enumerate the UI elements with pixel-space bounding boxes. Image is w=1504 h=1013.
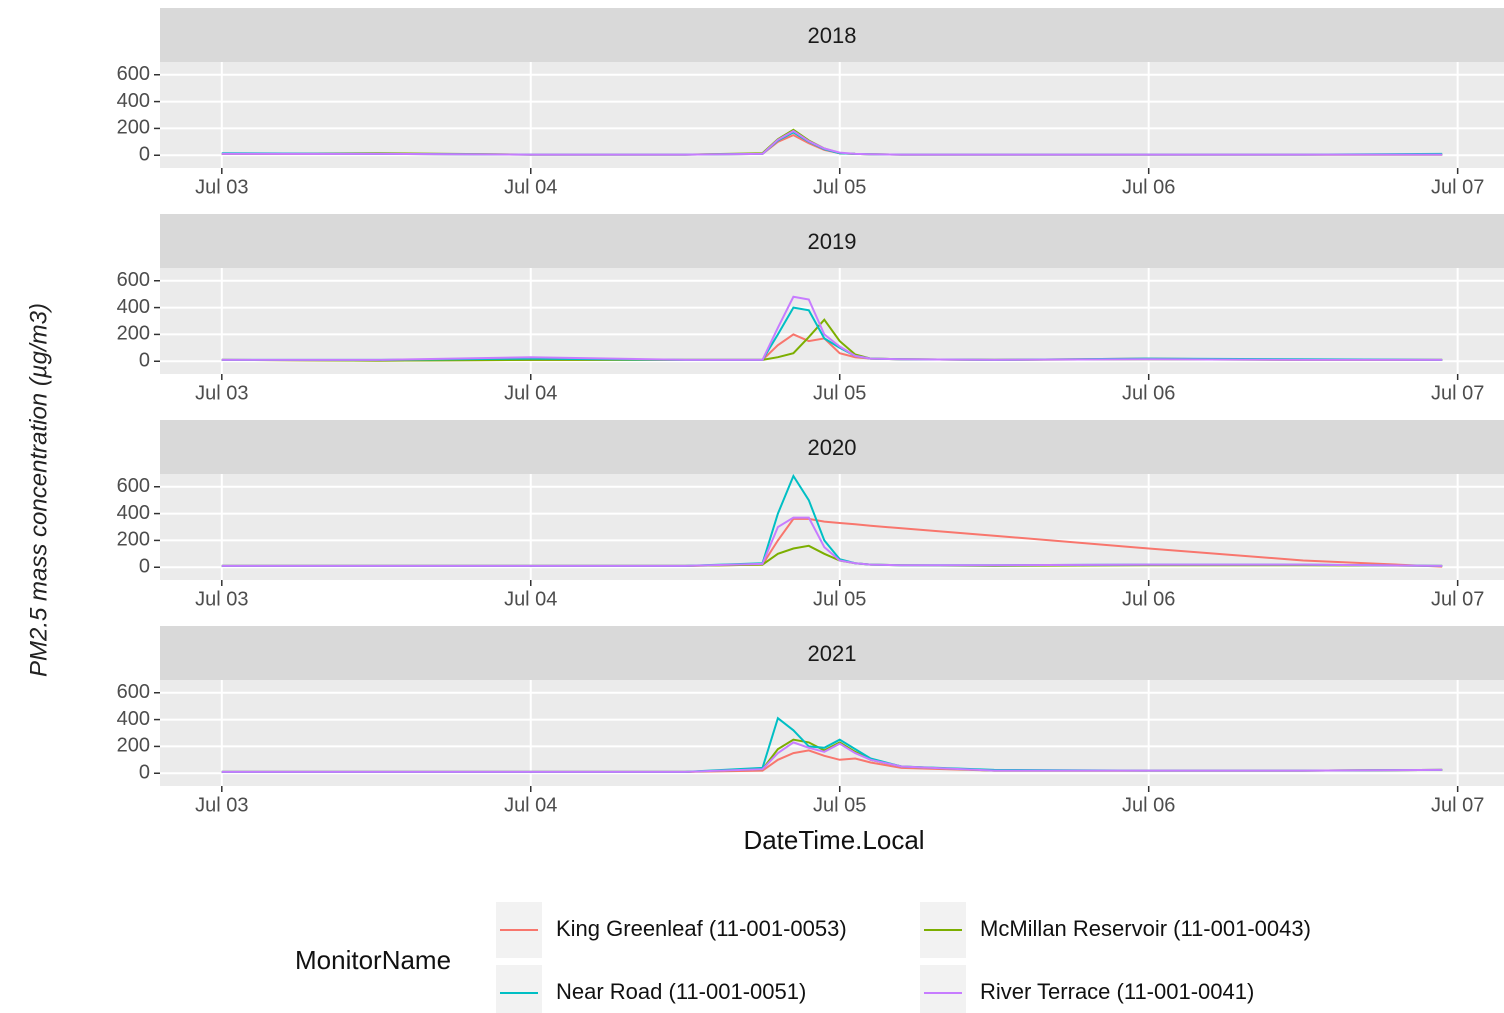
x-tick-label: Jul 07 <box>1431 176 1484 198</box>
facet-title: 2019 <box>808 229 857 254</box>
legend-key <box>920 965 966 1013</box>
x-axis-label: DateTime.Local <box>743 825 924 855</box>
panel-background <box>160 268 1504 374</box>
x-tick-label: Jul 07 <box>1431 794 1484 816</box>
legend-label: McMillan Reservoir (11-001-0043) <box>980 916 1311 941</box>
x-tick-label: Jul 07 <box>1431 382 1484 404</box>
y-tick-label: 400 <box>117 296 150 318</box>
y-tick-label: 0 <box>139 350 150 372</box>
x-tick-label: Jul 05 <box>813 176 866 198</box>
panel-background <box>160 474 1504 580</box>
x-tick-label: Jul 06 <box>1122 794 1175 816</box>
x-tick-label: Jul 04 <box>504 588 557 610</box>
y-tick-label: 600 <box>117 269 150 291</box>
x-tick-label: Jul 03 <box>195 382 248 404</box>
y-tick-label: 600 <box>117 475 150 497</box>
legend-label: River Terrace (11-001-0041) <box>980 979 1254 1004</box>
y-tick-label: 200 <box>117 117 150 139</box>
legend-label: King Greenleaf (11-001-0053) <box>556 916 847 941</box>
facet-strip <box>160 626 1504 680</box>
x-tick-label: Jul 03 <box>195 588 248 610</box>
facet-title: 2021 <box>808 641 857 666</box>
facet-strip <box>160 214 1504 268</box>
y-tick-label: 400 <box>117 502 150 524</box>
series-line <box>221 741 1443 773</box>
y-axis-label: PM2.5 mass concentration (µg/m3) <box>25 303 52 677</box>
y-tick-label: 0 <box>139 144 150 166</box>
y-tick-label: 0 <box>139 762 150 784</box>
x-tick-label: Jul 06 <box>1122 588 1175 610</box>
y-tick-label: 200 <box>117 323 150 345</box>
x-tick-label: Jul 04 <box>504 794 557 816</box>
y-tick-label: 400 <box>117 708 150 730</box>
x-tick-label: Jul 04 <box>504 176 557 198</box>
x-tick-label: Jul 07 <box>1431 588 1484 610</box>
x-tick-label: Jul 05 <box>813 794 866 816</box>
x-tick-label: Jul 06 <box>1122 176 1175 198</box>
series-line <box>221 129 1443 156</box>
facet-strip <box>160 8 1504 62</box>
x-tick-label: Jul 03 <box>195 794 248 816</box>
y-tick-label: 600 <box>117 681 150 703</box>
x-tick-label: Jul 05 <box>813 588 866 610</box>
y-tick-label: 400 <box>117 90 150 112</box>
y-tick-label: 600 <box>117 63 150 85</box>
panel-background <box>160 680 1504 786</box>
facet-title: 2020 <box>808 435 857 460</box>
y-tick-label: 0 <box>139 556 150 578</box>
series-line <box>221 516 1443 567</box>
x-tick-label: Jul 03 <box>195 176 248 198</box>
y-tick-label: 200 <box>117 529 150 551</box>
x-tick-label: Jul 05 <box>813 382 866 404</box>
legend-label: Near Road (11-001-0051) <box>556 979 806 1004</box>
facet-title: 2018 <box>808 23 857 48</box>
x-tick-label: Jul 04 <box>504 382 557 404</box>
legend-title: MonitorName <box>295 945 451 975</box>
facet-strip <box>160 420 1504 474</box>
legend-key <box>496 965 542 1013</box>
x-tick-label: Jul 06 <box>1122 382 1175 404</box>
y-tick-label: 200 <box>117 735 150 757</box>
series-line <box>221 295 1443 361</box>
